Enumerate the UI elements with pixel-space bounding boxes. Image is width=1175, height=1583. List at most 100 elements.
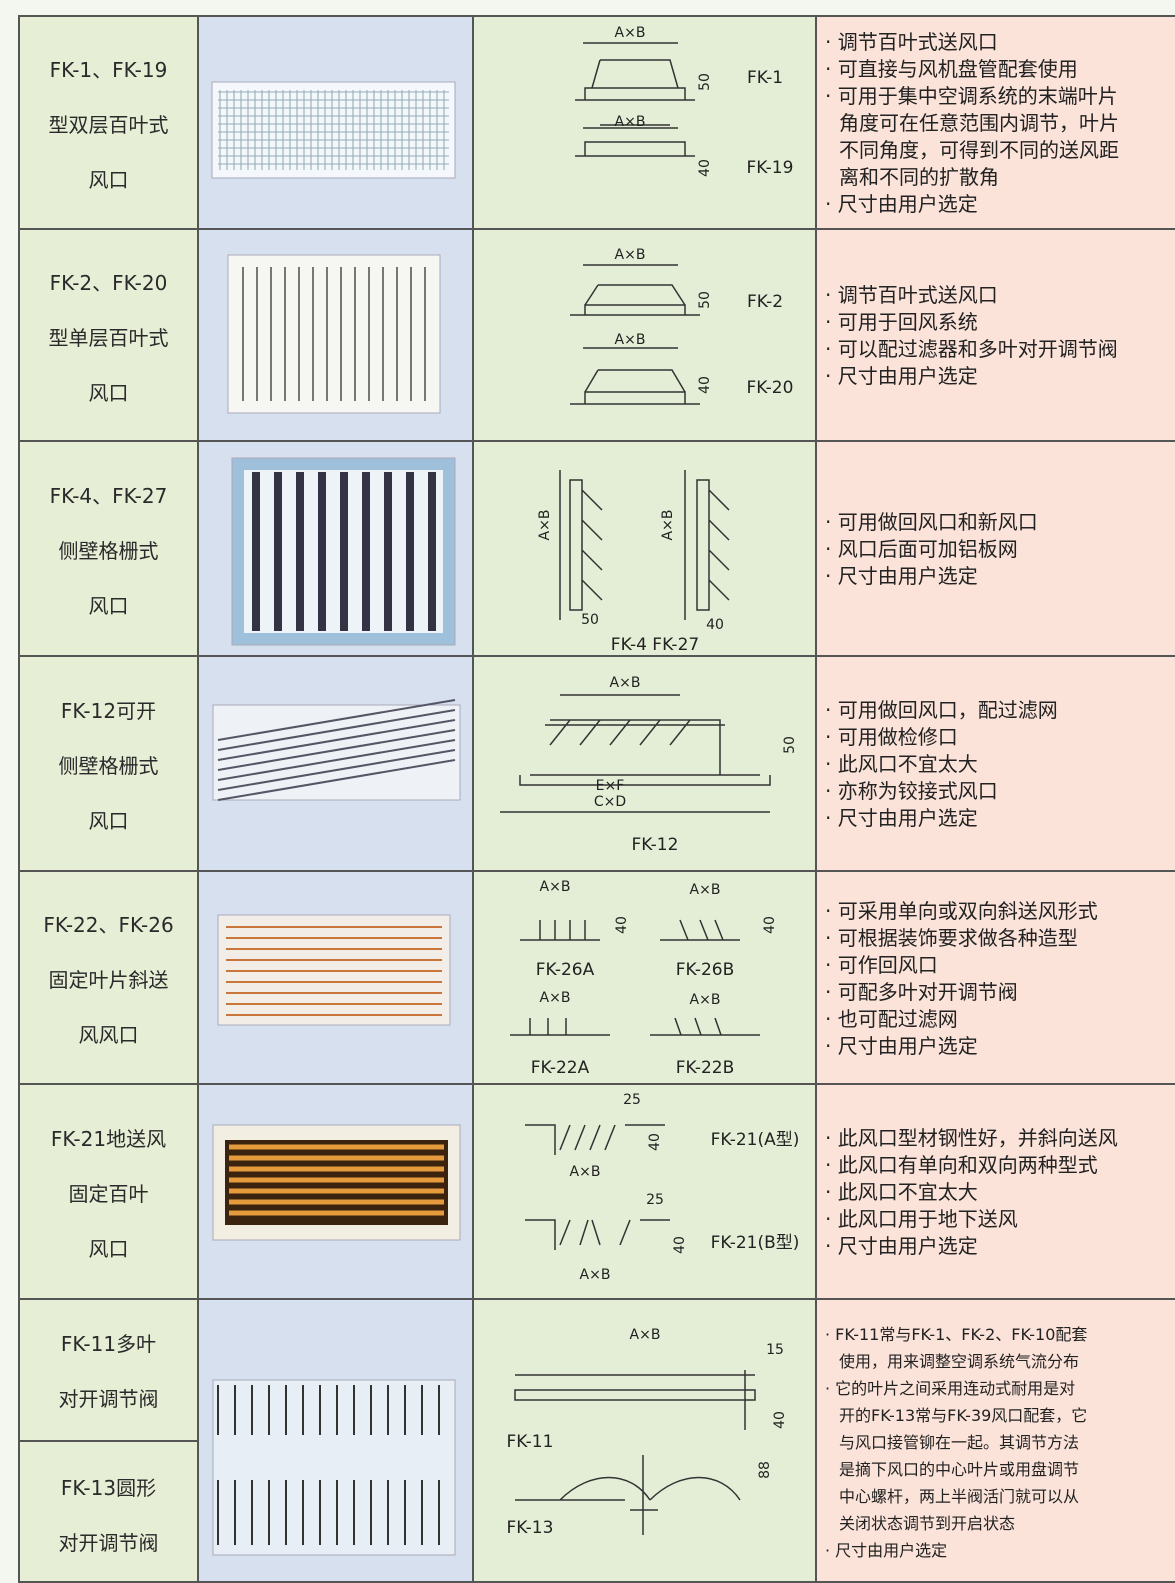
description-line: · 它的叶片之间采用连动式耐用是对 xyxy=(825,1379,1076,1398)
diagram-label: 50 xyxy=(697,291,713,309)
stroke-rect xyxy=(274,472,282,631)
description-cell: · 可用做回风口和新风口 · 风口后面可加铝板网 · 尺寸由用户选定 xyxy=(815,440,1175,657)
name-line: 对开调节阀 xyxy=(58,1387,159,1411)
diagram-sketch xyxy=(514,1370,756,1535)
description-line: · 亦称为铰接式风口 xyxy=(825,779,998,803)
stroke-rect xyxy=(406,472,414,631)
description-line: 是摘下风口的中心叶片或用盘调节 xyxy=(839,1460,1080,1479)
stroke-rect xyxy=(340,472,348,631)
description-line: · 尺寸由用户选定 xyxy=(825,192,978,216)
description-line: · 此风口不宜太大 xyxy=(825,752,978,776)
name-line: FK-4、FK-27 xyxy=(49,484,168,508)
description-line: · 也可配过滤网 xyxy=(825,1006,958,1031)
diagram-label: FK-1 xyxy=(747,68,783,88)
diagram-sketch xyxy=(575,42,695,157)
diagram-label: 88 xyxy=(757,1461,773,1479)
description-line: · 尺寸由用户选定 xyxy=(825,1033,978,1058)
diagram-label: 40 xyxy=(614,916,630,934)
name-line: FK-22、FK-26 xyxy=(43,913,174,937)
description-line: 关闭状态调节到开启状态 xyxy=(839,1514,1016,1533)
diagram-label: 40 xyxy=(672,1236,688,1254)
description-line: · 尺寸由用户选定 xyxy=(825,1234,978,1258)
description-line: · 尺寸由用户选定 xyxy=(825,564,978,588)
description-line: · 风口后面可加铝板网 xyxy=(825,537,1018,561)
description-line: · 可用于回风系统 xyxy=(825,310,978,334)
product-photo xyxy=(227,254,441,414)
name-cell: FK-21地送风 固定百叶 风口 xyxy=(18,1083,197,1300)
diagram-label: 40 xyxy=(697,376,713,394)
description-line: 使用，用来调整空调系统气流分布 xyxy=(839,1352,1080,1371)
diagram-cell xyxy=(472,655,815,872)
diagram-label: FK-2 xyxy=(747,292,783,312)
diagram-cell xyxy=(472,440,815,657)
diagram-label: 15 xyxy=(766,1342,784,1358)
description-line: · 可用做检修口 xyxy=(825,725,958,749)
name-cell: FK-2、FK-20 型单层百叶式 风口 xyxy=(18,228,197,442)
stroke-line xyxy=(217,739,456,781)
diagram-label: FK-20 xyxy=(747,378,794,398)
name-line: 风口 xyxy=(88,594,129,618)
diagram-cell xyxy=(472,1083,815,1300)
name-line: 固定叶片斜送 xyxy=(48,968,169,992)
name-line: 风口 xyxy=(88,168,129,192)
diagram-sketch xyxy=(570,264,700,405)
description-line: 中心螺杆，两上半阀活门就可以从 xyxy=(839,1487,1080,1506)
product-photo xyxy=(211,81,456,179)
description-line: · 此风口用于地下送风 xyxy=(825,1207,1018,1231)
stroke-line xyxy=(217,699,456,741)
name-line: 型单层百叶式 xyxy=(48,325,169,350)
diagram-label: A×B xyxy=(615,332,646,348)
name-line: 型双层百叶式 xyxy=(48,113,169,137)
description-cell: · 调节百叶式送风口 · 可直接与风机盘管配套使用 · 可用于集中空调系统的末端叶片… xyxy=(815,15,1175,230)
diagram-label: E×F xyxy=(596,778,625,794)
description-line: · 可根据装饰要求做各种造型 xyxy=(825,925,1078,950)
diagram-label: FK-22A xyxy=(531,1058,590,1078)
description-line: · 尺寸由用户选定 xyxy=(825,364,978,388)
name-cell: FK-13圆形 对开调节阀 xyxy=(18,1440,197,1583)
diagram-label: 40 xyxy=(772,1411,788,1429)
description-cell: · 此风口型材钢性好，并斜向送风 · 此风口有单向和双向两种型式 · 此风口不宜太大… xyxy=(815,1083,1175,1300)
name-line: FK-21地送风 xyxy=(50,1127,167,1151)
diagram-label: A×B xyxy=(630,1327,661,1343)
diagram-label: FK-19 xyxy=(747,158,794,178)
name-line: FK-11多叶 xyxy=(60,1332,157,1356)
stroke-rect xyxy=(428,472,436,631)
diagram-cell xyxy=(472,228,815,442)
description-line: · 可直接与风机盘管配套使用 xyxy=(825,57,1078,81)
name-line: 风风口 xyxy=(78,1023,139,1047)
description-line: · 此风口型材钢性好，并斜向送风 xyxy=(825,1126,1118,1150)
diagram-cell xyxy=(472,1298,815,1583)
stroke-line xyxy=(217,709,456,751)
name-line: 对开调节阀 xyxy=(58,1530,159,1555)
description-line: 角度可在任意范围内调节，叶片 xyxy=(839,111,1119,135)
diagram-cell xyxy=(472,15,815,230)
description-line: · 可用于集中空调系统的末端叶片 xyxy=(825,84,1118,108)
diagram-label: A×B xyxy=(580,1267,611,1283)
description-line: · 可采用单向或双向斜送风形式 xyxy=(825,898,1098,923)
diagram-label: 50 xyxy=(581,612,599,628)
description-cell: · FK-11常与FK-1、FK-2、FK-10配套 使用，用来调整空调系统气流分… xyxy=(815,1298,1175,1583)
diagram-label: A×B xyxy=(615,114,646,130)
diagram-label: FK-21(B型) xyxy=(711,1233,800,1253)
diagram-label: A×B xyxy=(570,1164,601,1180)
name-cell: FK-12可开 侧壁格栅式 风口 xyxy=(18,655,197,872)
diagram-label: 25 xyxy=(646,1192,664,1208)
description-line: 与风口接管铆在一起。其调节方法 xyxy=(839,1433,1080,1452)
product-photo xyxy=(212,1379,456,1556)
diagram-label: FK-4 FK-27 xyxy=(611,635,699,655)
diagram-label: FK-21(A型) xyxy=(711,1130,800,1150)
name-cell: FK-11多叶 对开调节阀 xyxy=(18,1298,197,1440)
name-line: FK-1、FK-19 xyxy=(49,58,168,82)
diagram-label: 25 xyxy=(623,1092,641,1108)
diagram-label: FK-26A xyxy=(536,960,595,980)
diagram-cell xyxy=(472,870,815,1085)
name-cell: FK-22、FK-26 固定叶片斜送 风风口 xyxy=(18,870,197,1085)
name-line: 固定百叶 xyxy=(68,1182,149,1206)
stroke-rect xyxy=(362,472,370,631)
description-line: 离和不同的扩散角 xyxy=(839,165,999,189)
stroke-line xyxy=(217,759,456,801)
description-line: · 此风口不宜太大 xyxy=(825,1180,978,1204)
stroke-line xyxy=(217,729,456,771)
description-line: · 调节百叶式送风口 xyxy=(825,283,998,307)
